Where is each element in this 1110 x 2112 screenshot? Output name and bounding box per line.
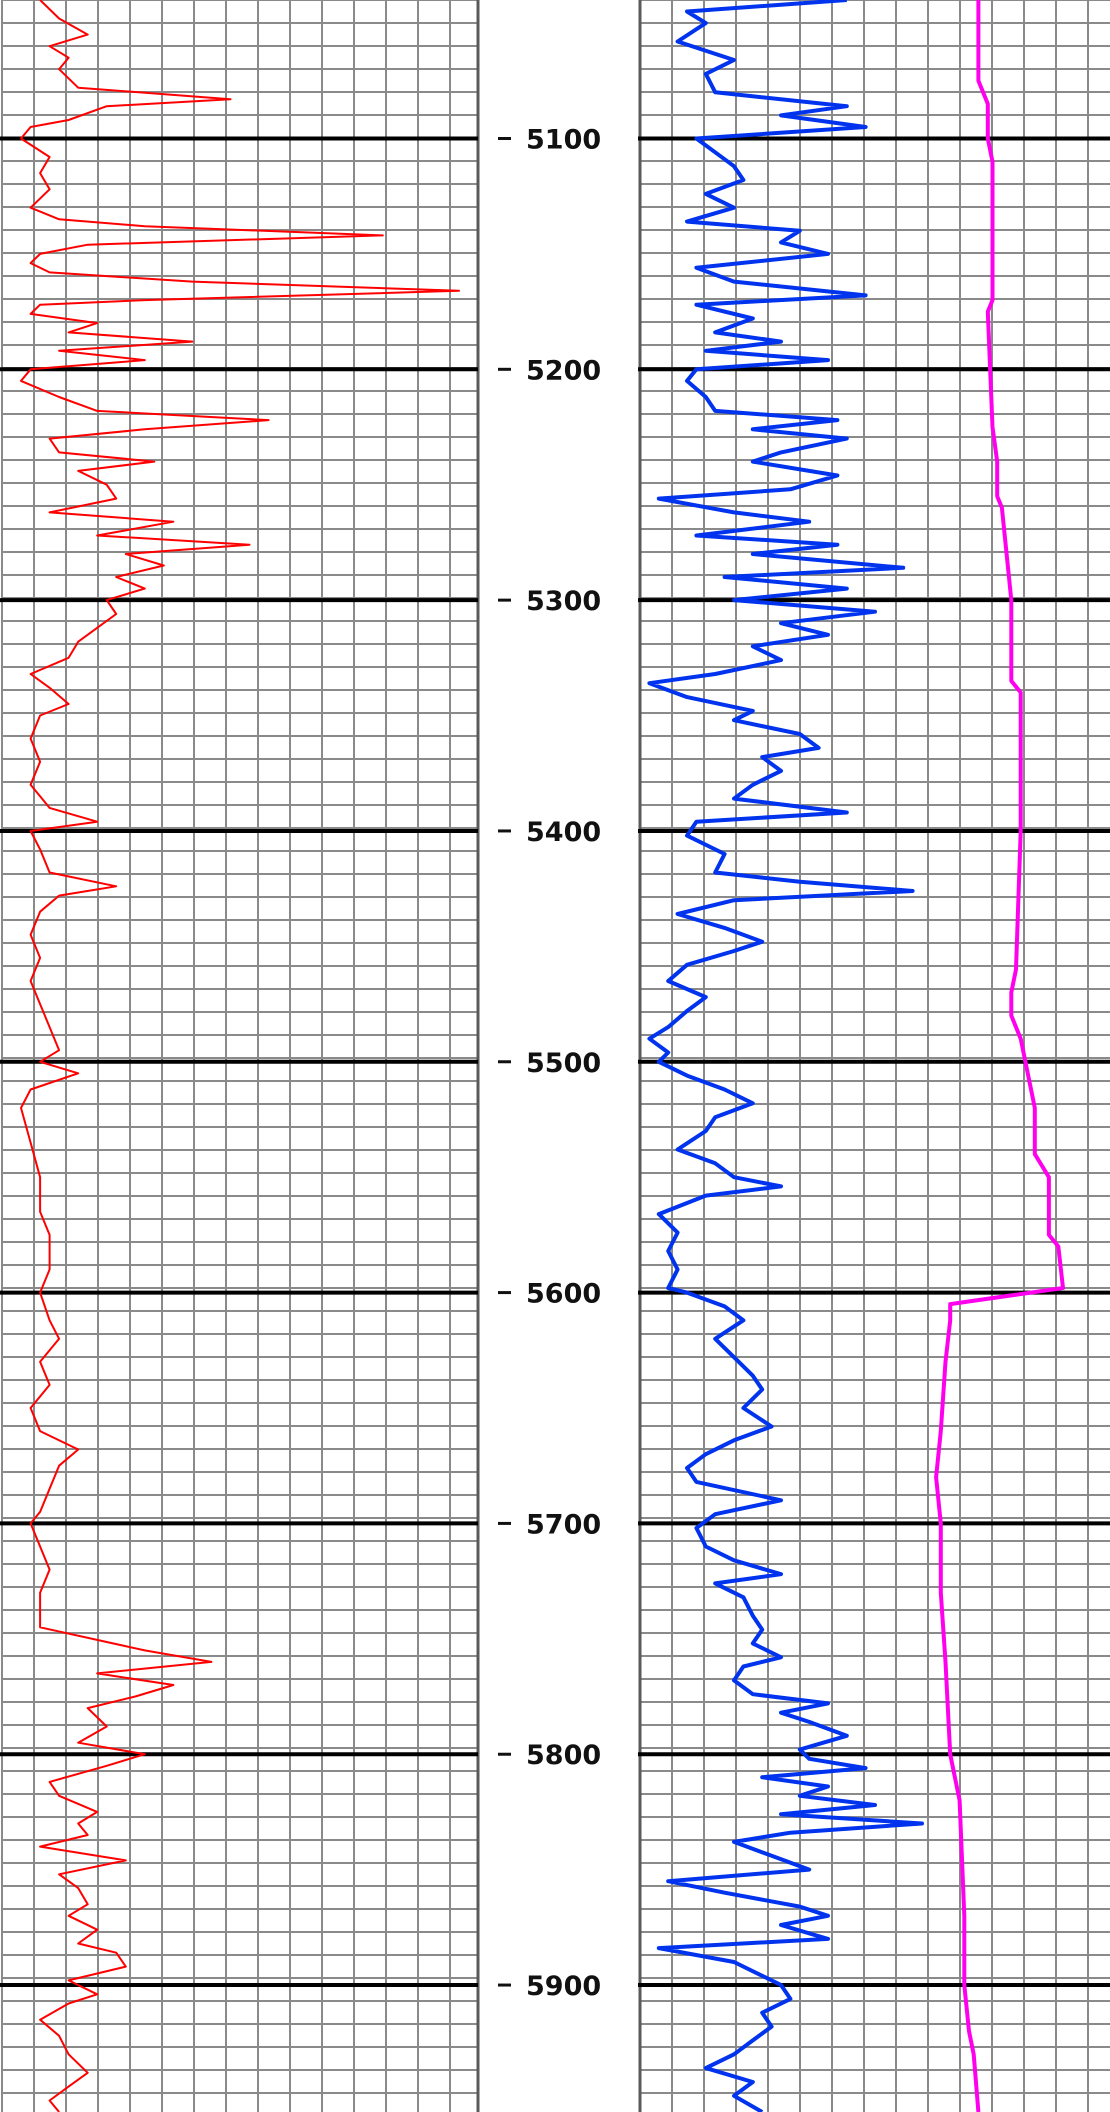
depth-label: 5500: [526, 1048, 601, 1079]
depth-label: 5100: [526, 124, 601, 155]
track-1-curve-1: [20, 0, 460, 2112]
log-curves: [20, 0, 1065, 2112]
depth-axis: 5100 5200 5300 5400 5500 5600 5700 5800 5900: [498, 124, 601, 2002]
track-2-grid: [638, 0, 1110, 2112]
depth-label: 5700: [526, 1509, 601, 1540]
depth-label: 5600: [526, 1279, 601, 1310]
depth-label: 5900: [526, 1971, 601, 2002]
track-2-curve-2: [934, 0, 1065, 2112]
track-2-curve-1: [647, 0, 924, 2112]
depth-label: 5300: [526, 586, 601, 617]
depth-major-lines: [0, 136, 1110, 1988]
depth-label: 5800: [526, 1740, 601, 1771]
depth-label: 5200: [526, 355, 601, 386]
depth-label: 5400: [526, 817, 601, 848]
